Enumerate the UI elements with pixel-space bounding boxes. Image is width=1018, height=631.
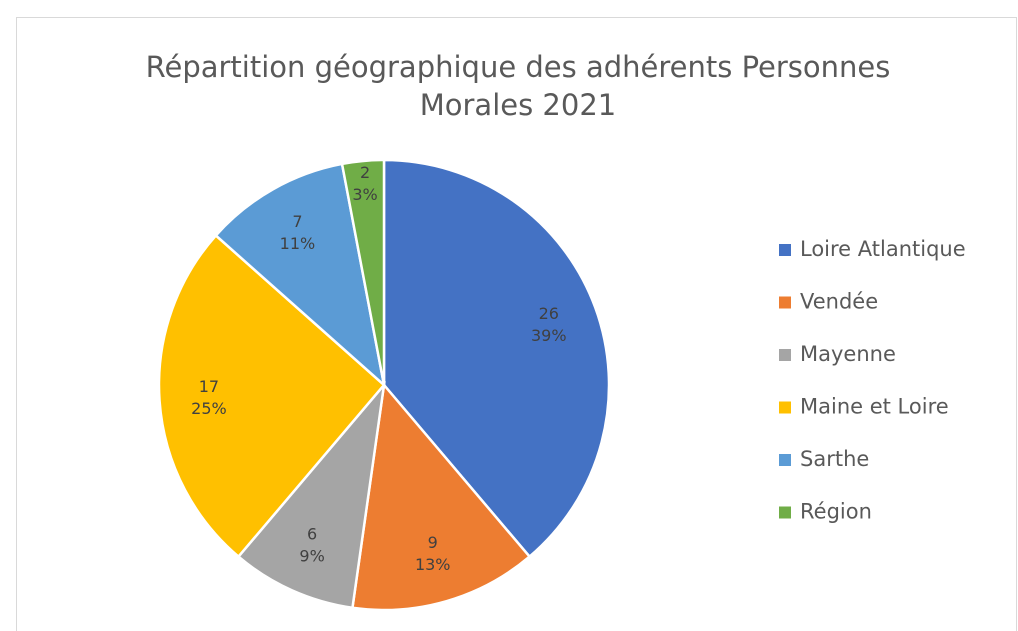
- pie-slice: [340, 158, 386, 386]
- legend-swatch: [779, 506, 791, 519]
- legend-label: Mayenne: [800, 342, 896, 366]
- data-label: 17: [199, 377, 219, 396]
- data-label-percent: 3%: [352, 185, 377, 204]
- data-label-percent: 25%: [191, 399, 227, 418]
- legend-swatch: [779, 401, 791, 414]
- data-label: 6: [307, 525, 317, 544]
- data-label-percent: 13%: [415, 555, 451, 574]
- data-label: 7: [292, 212, 302, 231]
- legend-label: Région: [800, 500, 872, 524]
- pie-slice: [236, 380, 386, 610]
- pie-slice: [214, 162, 386, 389]
- data-label: 26: [539, 304, 559, 323]
- legend-swatch: [779, 296, 791, 309]
- legend-swatch: [779, 244, 791, 256]
- pie-slice: [382, 158, 611, 559]
- legend-label: Loire Atlantique: [800, 237, 966, 261]
- legend-label: Vendée: [800, 290, 878, 314]
- data-label: 2: [360, 163, 370, 182]
- data-label-percent: 39%: [531, 326, 567, 345]
- data-label: 9: [428, 533, 438, 552]
- legend-label: Sarthe: [800, 447, 869, 471]
- legend-label: Maine et Loire: [800, 395, 949, 419]
- pie-slice: [157, 233, 386, 559]
- legend-swatch: [779, 349, 791, 361]
- data-label-percent: 11%: [280, 234, 316, 253]
- chart-title: Répartition géographique des adhérents P…: [145, 50, 891, 122]
- data-label-percent: 9%: [299, 547, 324, 566]
- legend-swatch: [779, 454, 791, 466]
- pie-slice: [351, 382, 532, 612]
